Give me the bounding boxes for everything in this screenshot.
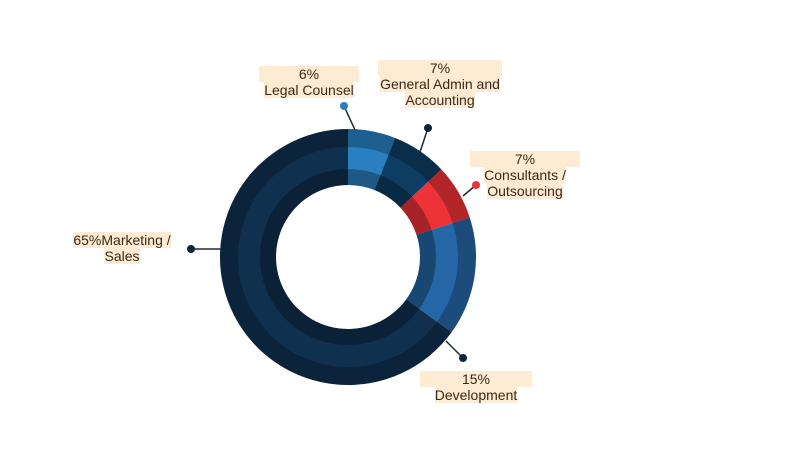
category-label: Consultants / Outsourcing bbox=[484, 167, 566, 199]
leader-dot bbox=[472, 181, 480, 189]
segment-label: 7% General Admin and Accounting bbox=[378, 60, 502, 108]
value-label: 65% bbox=[73, 232, 102, 248]
donut-segment bbox=[219, 129, 452, 386]
value-label: 7% bbox=[470, 151, 580, 167]
value-label: 6% bbox=[259, 66, 359, 82]
category-label: Marketing / Sales bbox=[101, 232, 171, 264]
donut-segment bbox=[374, 137, 442, 208]
leader-line bbox=[445, 340, 464, 359]
outer-shade bbox=[220, 129, 476, 385]
donut-segment bbox=[400, 169, 470, 235]
inner-shade bbox=[260, 169, 436, 345]
leader-line bbox=[419, 127, 429, 153]
value-label: 15% bbox=[420, 371, 532, 387]
donut-segment bbox=[348, 129, 396, 191]
leader-dot bbox=[459, 354, 467, 362]
leader-line bbox=[343, 105, 356, 131]
leader-dot bbox=[340, 102, 348, 110]
category-label: Legal Counsel bbox=[264, 82, 354, 98]
segment-label: 6% Legal Counsel bbox=[259, 66, 359, 98]
value-label: 7% bbox=[378, 60, 502, 76]
leader-dot bbox=[187, 245, 195, 253]
category-label: Development bbox=[434, 387, 518, 403]
category-label: General Admin and Accounting bbox=[380, 76, 500, 108]
donut-segment bbox=[406, 217, 476, 333]
segment-label: 65%Marketing / Sales bbox=[60, 232, 184, 264]
leader-dot bbox=[424, 124, 432, 132]
segment-label: 7% Consultants / Outsourcing bbox=[470, 151, 580, 199]
segment-label: 15% Development bbox=[420, 371, 532, 403]
